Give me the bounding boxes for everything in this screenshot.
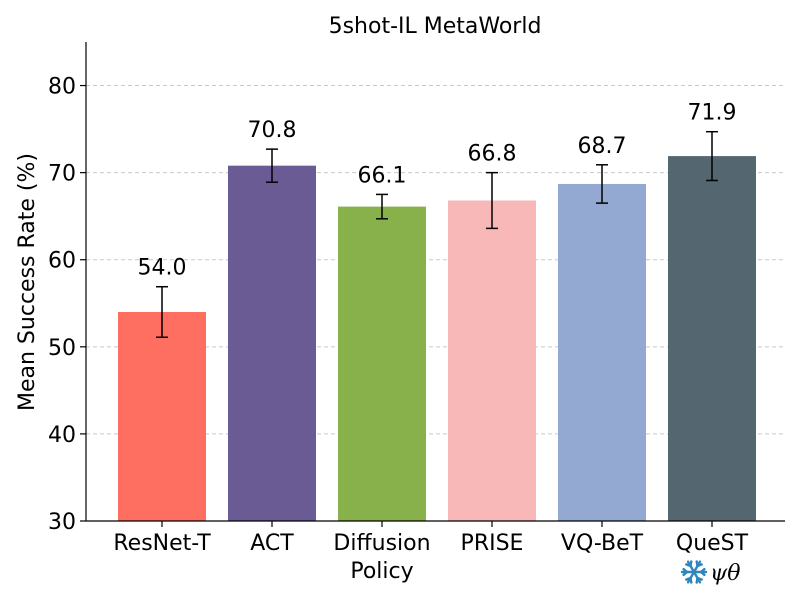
chart-title: 5shot-IL MetaWorld <box>329 14 542 39</box>
x-tick-label-2-1: Policy <box>350 559 413 584</box>
bar-4 <box>558 183 646 521</box>
y-tick-label-50: 50 <box>48 336 76 361</box>
x-tick-label-3-0: PRISE <box>461 531 524 556</box>
y-ticks: 30 40 50 60 70 80 <box>48 75 86 535</box>
x-tick-label-4-0: VQ-BeT <box>561 531 644 556</box>
error-bar-4 <box>596 164 608 204</box>
value-label-4: 68.7 <box>578 134 627 159</box>
quest-annotation: ψθ <box>680 560 741 586</box>
value-label-1: 70.8 <box>248 118 297 143</box>
bar-3 <box>448 200 536 522</box>
value-label-2: 66.1 <box>358 163 407 188</box>
bar-2 <box>338 206 426 522</box>
y-axis-label: Mean Success Rate (%) <box>15 153 40 411</box>
x-tick-label-5-0: QueST <box>676 531 749 556</box>
value-label-3: 66.8 <box>468 142 517 167</box>
snowflake-icon <box>680 560 708 584</box>
error-bar-0 <box>156 285 168 338</box>
x-tick-label-1-0: ACT <box>250 531 294 556</box>
value-label-5: 71.9 <box>688 101 737 126</box>
y-tick-label-70: 70 <box>48 162 76 187</box>
y-tick-label-30: 30 <box>48 510 76 535</box>
bars <box>118 156 756 522</box>
y-tick-label-40: 40 <box>48 423 76 448</box>
error-bar-2 <box>376 193 388 220</box>
y-tick-label-80: 80 <box>48 75 76 100</box>
error-bar-5 <box>706 130 718 182</box>
error-bar-3 <box>486 171 498 230</box>
axes <box>85 42 785 522</box>
error-bars <box>156 130 718 338</box>
x-tick-label-0-0: ResNet-T <box>113 531 211 556</box>
psi-theta-label: ψθ <box>710 561 741 586</box>
x-ticks: ResNet-T ACT Diffusion Policy PRISE VQ-BeT Que… <box>113 521 749 584</box>
value-labels: 54.0 70.8 66.1 66.8 68.7 71.9 <box>138 101 737 281</box>
bar-5 <box>668 156 756 521</box>
x-tick-label-2-0: Diffusion <box>333 531 430 556</box>
bar-0 <box>118 311 206 521</box>
value-label-0: 54.0 <box>138 256 187 281</box>
y-tick-label-60: 60 <box>48 249 76 274</box>
bar-1 <box>228 165 316 521</box>
error-bar-1 <box>266 148 278 183</box>
